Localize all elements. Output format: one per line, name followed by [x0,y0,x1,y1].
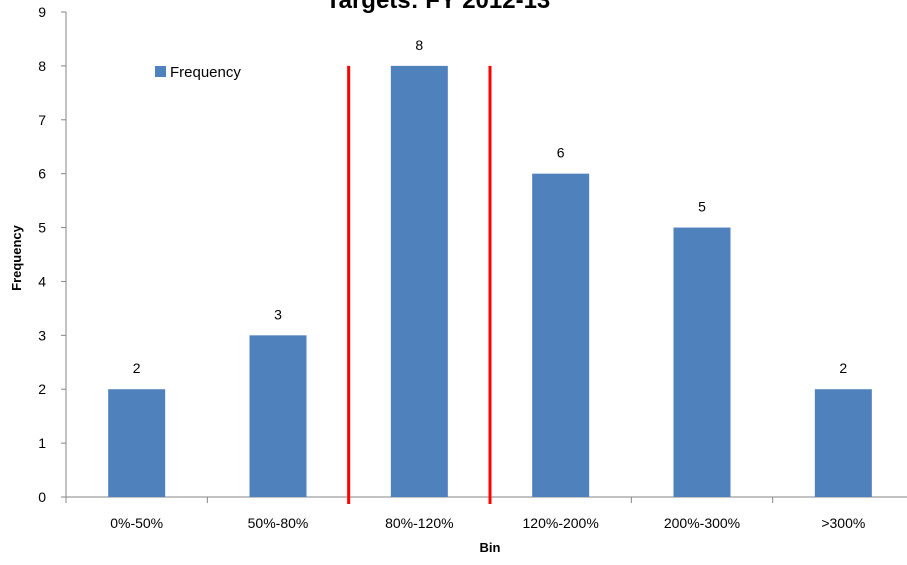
y-tick-label: 8 [38,58,46,74]
y-tick-label: 0 [38,489,46,505]
x-tick-label-0-50: 0%-50% [110,515,163,531]
y-tick-label: 3 [38,327,46,343]
y-tick-label: 2 [38,381,46,397]
data-label-50-80: 3 [274,306,282,322]
y-tick-label: 7 [38,112,46,128]
data-label-0-50: 2 [133,360,141,376]
data-labels: 2 3 8 6 5 2 [133,37,848,376]
bar-120-200 [532,173,590,497]
bar-0-50 [108,389,166,497]
reference-lines [347,65,492,504]
x-axis-title: Bin [480,540,501,555]
x-tick-label-50-80: 50%-80% [248,515,309,531]
data-label-300: 2 [839,360,847,376]
data-label-80-120: 8 [415,37,423,53]
chart-legend: Frequency [155,64,241,81]
x-tick-label-80-120: 80%-120% [385,515,454,531]
bar-50-80 [249,335,307,497]
y-tick-label: 6 [38,166,46,182]
bar-series [108,65,872,498]
y-tick-label: 4 [38,273,46,289]
x-tick-label-120-200: 120%-200% [523,515,599,531]
y-tick-label: 5 [38,220,46,236]
bar-200-300 [673,227,731,498]
y-tick-label: 9 [38,4,46,20]
legend-swatch-frequency [155,66,166,77]
legend-label-frequency: Frequency [170,64,241,81]
bar-80-120 [390,65,448,497]
chart-axes: 0 1 2 3 4 5 6 7 8 9 0%-50% 50%-80% 80%-120% 120%-200%… [38,4,907,531]
y-tick-label: 1 [38,435,46,451]
chart-title: Targets: FY 2012-13 [326,0,551,14]
data-label-200-300: 5 [698,199,706,215]
x-tick-label-200-300: 200%-300% [664,515,740,531]
data-label-120-200: 6 [557,145,565,161]
x-tick-label-300: >300% [821,515,865,531]
y-axis-title: Frequency [9,224,24,291]
bar-300 [814,389,872,497]
